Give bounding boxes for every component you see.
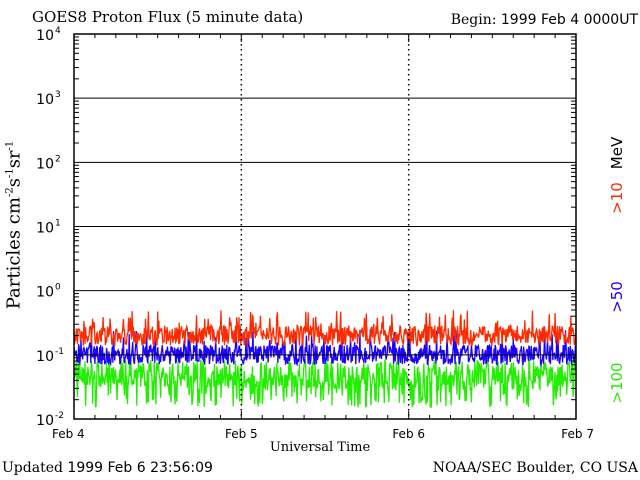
series-line-gt100 xyxy=(73,358,577,408)
series-line-gt10 xyxy=(73,310,577,348)
legend-gt50: >50 xyxy=(608,281,626,313)
plot-frame xyxy=(73,33,577,420)
x-tick-label: Feb 4 xyxy=(52,427,85,441)
y-tick-label: 10 xyxy=(36,349,54,365)
updated-value: 1999 Feb 6 23:56:09 xyxy=(67,460,213,476)
y-tick-exponent: 4 xyxy=(55,26,61,36)
begin-timestamp: Begin: 1999 Feb 4 0000UT xyxy=(451,12,638,28)
y-tick-label: 10 xyxy=(36,156,54,172)
updated-timestamp: Updated 1999 Feb 6 23:56:09 xyxy=(2,460,213,476)
y-tick-exponent: 2 xyxy=(55,154,61,164)
y-tick-exponent: -1 xyxy=(55,347,64,357)
legend-gt10: >10 xyxy=(608,182,626,214)
y-tick-label: 10 xyxy=(36,413,54,429)
y-tick-label: 10 xyxy=(36,221,54,237)
legend-unit: MeV xyxy=(608,136,626,170)
x-axis-label: Universal Time xyxy=(269,440,371,455)
y-tick-label: 10 xyxy=(36,28,54,44)
x-tick-label: Feb 7 xyxy=(561,427,594,441)
series-line-gt50 xyxy=(73,329,577,368)
y-tick-exponent: 3 xyxy=(55,90,61,100)
y-tick-exponent: 0 xyxy=(55,283,61,293)
begin-value: 1999 Feb 4 0000UT xyxy=(500,12,638,28)
begin-label: Begin: xyxy=(450,12,497,28)
chart-title: GOES8 Proton Flux (5 minute data) xyxy=(32,8,304,26)
legend-gt100: >100 xyxy=(608,362,626,404)
y-tick-exponent: 1 xyxy=(55,219,61,229)
y-tick-exponent: -2 xyxy=(55,411,64,421)
x-tick-label: Feb 6 xyxy=(392,427,425,441)
updated-label: Updated xyxy=(2,460,63,476)
y-tick-label: 10 xyxy=(36,285,54,301)
credit-text: NOAA/SEC Boulder, CO USA xyxy=(432,460,638,476)
y-axis-label: Particles cm-2s-1sr-1 xyxy=(3,140,25,310)
x-tick-label: Feb 5 xyxy=(225,427,258,441)
y-tick-label: 10 xyxy=(36,92,54,108)
